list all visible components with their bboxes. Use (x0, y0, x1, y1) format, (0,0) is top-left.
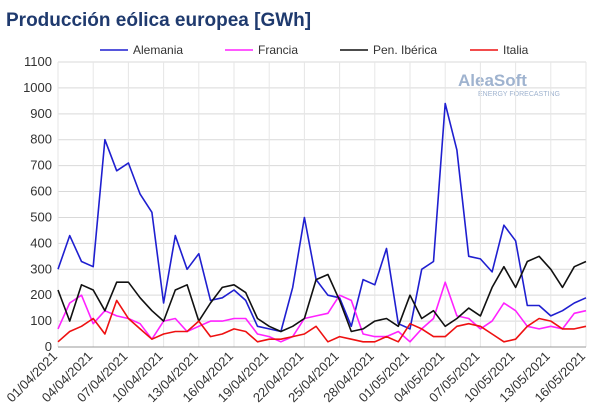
y-tick-label: 1100 (24, 54, 52, 69)
series-line (57, 255, 587, 333)
y-tick-label: 800 (30, 132, 52, 147)
logo-name: AleaSoft (458, 71, 527, 90)
series-line (57, 281, 587, 343)
y-tick-label: 400 (30, 235, 52, 250)
legend-label: Alemania (133, 43, 183, 57)
y-tick-label: 700 (30, 158, 52, 173)
y-tick-label: 300 (30, 261, 52, 276)
chart-title: Producción eólica europea [GWh] (6, 10, 311, 31)
legend-label: Italia (503, 43, 529, 57)
legend-label: Francia (258, 43, 298, 57)
y-tick-label: 600 (30, 184, 52, 199)
y-tick-label: 500 (30, 209, 52, 224)
y-tick-label: 100 (30, 313, 52, 328)
y-tick-label: 900 (30, 106, 52, 121)
y-tick-label: 1000 (23, 80, 52, 95)
legend-label: Pen. Ibérica (373, 43, 437, 57)
y-tick-label: 200 (30, 287, 52, 302)
series-line (57, 102, 587, 333)
logo-tagline: ENERGY FORECASTING (478, 91, 560, 98)
y-tick-label: 0 (45, 339, 52, 354)
series-line (57, 299, 587, 343)
